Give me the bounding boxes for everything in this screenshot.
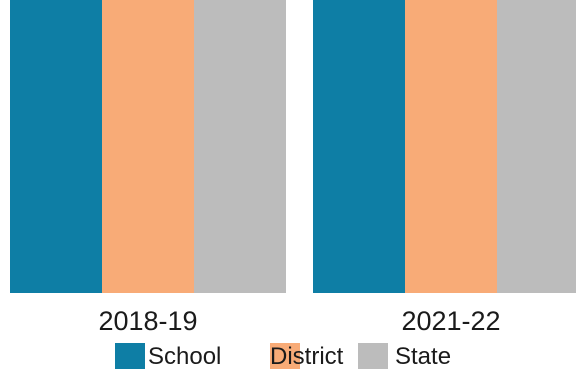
category-labels-group: 2018-19 2021-22 (98, 306, 500, 336)
bars-group (10, 0, 576, 294)
bar-district-2018-19 (102, 0, 194, 293)
bar-district-2021-22 (405, 0, 497, 293)
category-label-2021-22: 2021-22 (401, 306, 500, 336)
bar-school-2021-22 (313, 0, 405, 293)
legend-label-state: State (395, 343, 451, 370)
legend-swatch-school (115, 343, 145, 369)
category-label-2018-19: 2018-19 (98, 306, 197, 336)
legend-label-school: School (148, 343, 221, 370)
legend-swatch-state (358, 343, 388, 369)
legend: School State District (115, 343, 451, 370)
bar-school-2018-19 (10, 0, 102, 293)
legend-swatch-district (270, 343, 300, 369)
legend-label-district: District (270, 343, 344, 370)
bar-state-2021-22 (497, 0, 576, 293)
bar-state-2018-19 (194, 0, 286, 294)
